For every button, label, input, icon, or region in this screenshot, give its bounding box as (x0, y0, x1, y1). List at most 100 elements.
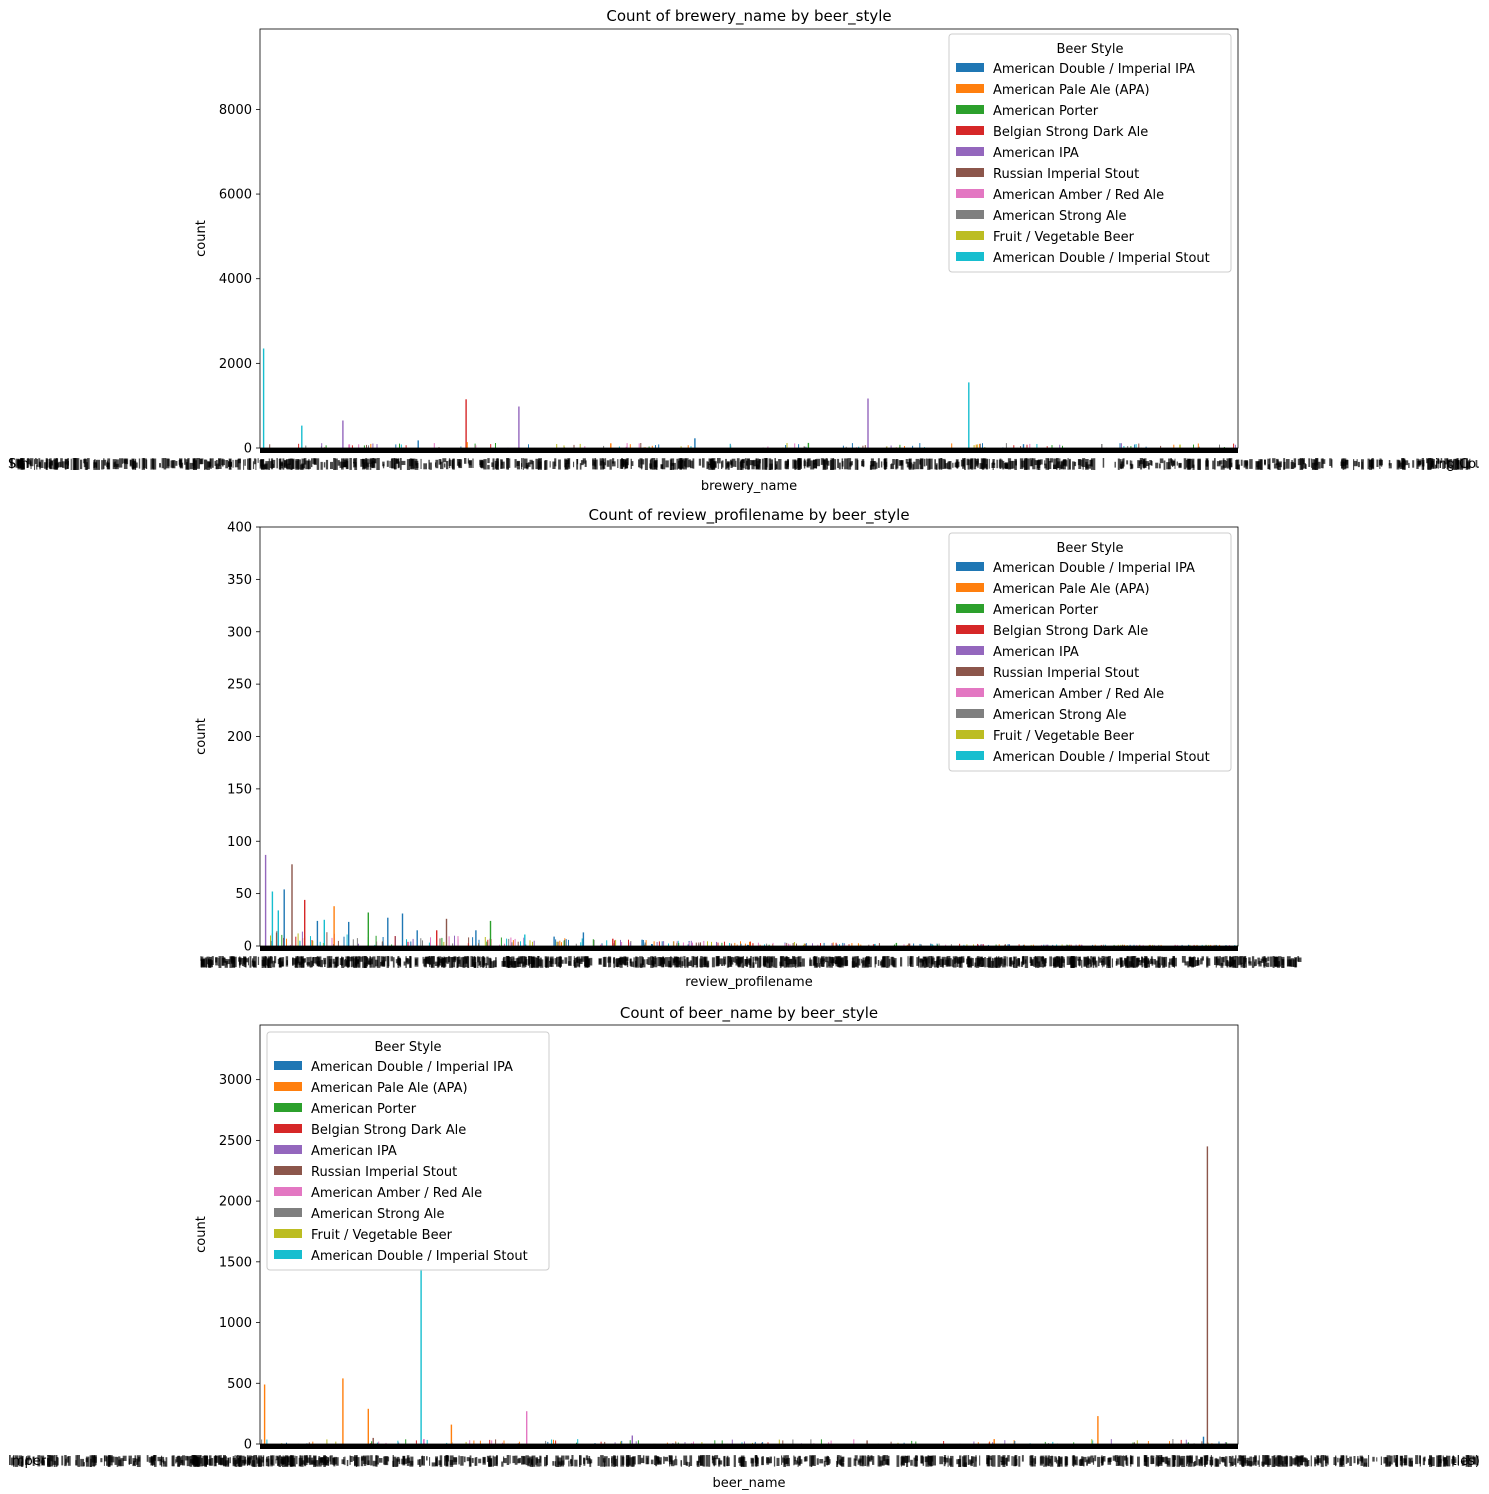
bar (835, 942, 837, 946)
x-tick-glyph (585, 959, 590, 967)
x-tick-glyph (346, 1460, 349, 1467)
x-tick-glyph (986, 958, 990, 968)
x-tick-glyph (1054, 1456, 1057, 1463)
x-tick-glyph (1130, 956, 1134, 968)
x-tick-glyph (346, 458, 349, 469)
bar (640, 443, 642, 448)
x-tick-glyph (1141, 956, 1144, 968)
bar (911, 1440, 913, 1444)
x-tick-label-last: ing Co. (1435, 457, 1480, 472)
x-tick-glyph (814, 956, 816, 966)
legend-entry: Russian Imperial Stout (993, 666, 1139, 681)
legend-swatch (956, 667, 984, 676)
x-tick-glyph (278, 459, 282, 470)
x-tick-glyph (883, 458, 886, 466)
x-tick-glyph (362, 956, 367, 968)
bar (796, 943, 797, 946)
x-tick-glyph (579, 463, 582, 470)
x-tick-glyph (1252, 1457, 1254, 1462)
bar (692, 942, 693, 946)
x-tick-glyph (1138, 957, 1140, 963)
x-tick-glyph (525, 462, 529, 469)
x-tick-glyph (458, 956, 461, 964)
bar (966, 944, 968, 946)
bar (1048, 1443, 1049, 1444)
x-tick-glyph (1030, 960, 1034, 966)
bar (370, 1443, 372, 1444)
x-tick-glyph (1100, 1456, 1104, 1464)
x-tick-glyph (1231, 1455, 1234, 1467)
y-tick-label: 0 (244, 1438, 252, 1453)
x-tick-glyph (488, 1458, 493, 1467)
x-tick-glyph (1276, 459, 1279, 470)
bar (620, 939, 621, 946)
x-tick-glyph (456, 957, 459, 968)
x-tick-glyph (363, 1455, 367, 1464)
x-tick-glyph (493, 960, 497, 968)
x-tick-glyph (211, 458, 214, 468)
x-tick-glyph (1197, 459, 1201, 470)
x-tick-glyph (691, 956, 695, 968)
x-tick-glyph (875, 462, 878, 469)
x-tick-glyph (1143, 1455, 1148, 1466)
x-tick-glyph (1454, 458, 1457, 470)
x-tick-glyph (1276, 961, 1280, 968)
x-tick-glyph (1295, 1455, 1298, 1465)
x-tick-glyph (1341, 458, 1345, 469)
legend-entry: Fruit / Vegetable Beer (993, 729, 1135, 744)
bar (298, 443, 300, 448)
bar (663, 941, 665, 946)
legend-entry: Belgian Strong Dark Ale (993, 125, 1148, 140)
x-tick-glyph (1043, 1457, 1045, 1467)
x-tick-glyph (864, 1455, 867, 1466)
bar (415, 1440, 417, 1444)
x-tick-glyph (1460, 462, 1462, 469)
x-tick-glyph (277, 959, 280, 965)
bar (1160, 445, 1162, 448)
x-tick-glyph (972, 1456, 974, 1463)
x-tick-glyph (70, 458, 72, 470)
bar (1036, 444, 1038, 448)
x-tick-glyph (1246, 1457, 1250, 1465)
x-tick-glyph (945, 957, 948, 967)
y-tick-label: 2500 (219, 1134, 252, 1149)
x-tick-glyph (1131, 464, 1134, 469)
x-tick-glyph (819, 963, 821, 968)
bar (677, 1442, 679, 1444)
x-tick-glyph (1090, 956, 1093, 967)
x-tick-glyph (749, 959, 752, 967)
x-tick-glyph (1386, 1455, 1391, 1467)
x-tick-glyph (663, 1456, 665, 1464)
x-tick-glyph (239, 956, 241, 968)
x-tick-glyph (744, 959, 748, 967)
x-tick-glyph (914, 1455, 918, 1461)
x-tick-glyph (558, 459, 561, 470)
x-tick-glyph (365, 957, 368, 967)
x-tick-glyph (765, 458, 767, 470)
legend-swatch (956, 189, 984, 198)
x-tick-glyph (208, 1459, 211, 1465)
x-tick-glyph (274, 956, 277, 964)
x-tick-glyph (363, 962, 367, 968)
x-tick-glyph (686, 957, 689, 968)
x-tick-glyph (919, 958, 923, 963)
bar (644, 447, 646, 448)
x-tick-glyph (1163, 460, 1166, 470)
bar (385, 1442, 387, 1444)
x-tick-glyph (731, 458, 736, 467)
x-tick-glyph (586, 1458, 591, 1464)
bar (1124, 944, 1125, 946)
x-tick-glyph (529, 459, 533, 465)
bar (412, 938, 414, 946)
x-tick-glyph (1137, 1456, 1140, 1467)
bar (489, 920, 492, 946)
x-tick-glyph (776, 1457, 780, 1466)
x-tick-glyph (855, 1459, 857, 1467)
x-tick-glyph (175, 1456, 179, 1463)
x-tick-glyph (966, 458, 970, 466)
bar (703, 940, 705, 946)
bar (438, 447, 440, 448)
x-tick-glyph (706, 461, 709, 470)
x-tick-glyph (1200, 958, 1203, 965)
bar (1051, 445, 1053, 448)
